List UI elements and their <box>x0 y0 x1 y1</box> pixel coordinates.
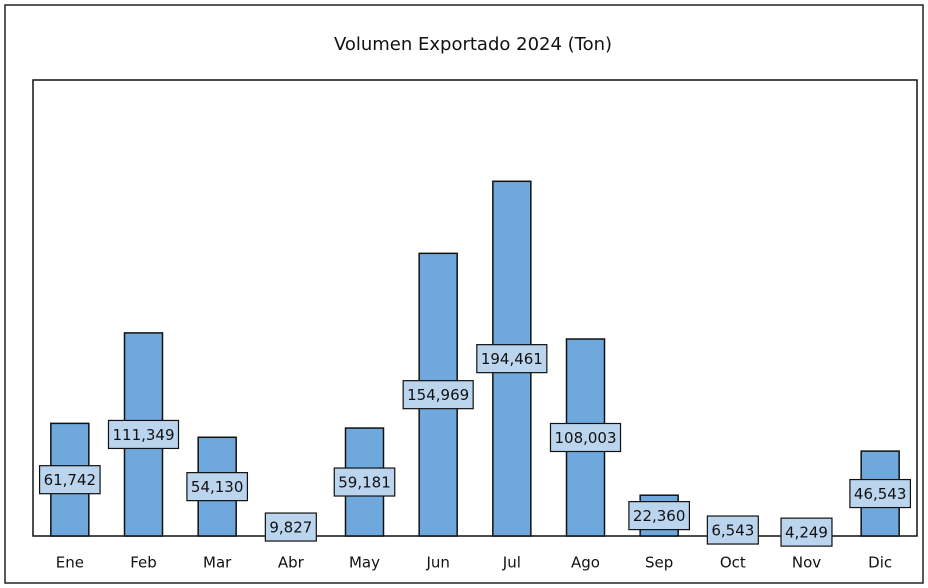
data-label: 4,249 <box>785 524 828 542</box>
data-label-box <box>476 344 548 374</box>
data-label: 46,543 <box>854 485 907 503</box>
data-label: 59,181 <box>338 474 391 492</box>
x-tick-label: Ene <box>56 554 84 572</box>
data-label-box <box>333 467 396 497</box>
x-tick-label: Oct <box>720 554 746 572</box>
plot-area <box>32 79 918 537</box>
data-label-box <box>549 422 622 453</box>
data-label-box <box>107 419 180 450</box>
x-tick-label: Abr <box>278 554 305 572</box>
data-label-box <box>849 478 912 509</box>
x-tick-label: Jul <box>502 554 521 572</box>
data-label-box <box>264 512 317 542</box>
data-label: 108,003 <box>554 429 616 447</box>
data-label-box <box>780 517 833 547</box>
data-label-box <box>38 465 101 495</box>
data-label: 61,742 <box>44 471 97 489</box>
data-label: 54,130 <box>191 478 244 496</box>
x-tick-label: May <box>349 554 380 572</box>
data-label: 194,461 <box>481 350 543 368</box>
x-tick-label: Feb <box>130 554 157 572</box>
data-label-box <box>186 472 249 502</box>
data-label-box <box>706 515 759 545</box>
x-tick-label: Jun <box>425 554 449 572</box>
data-label-box <box>628 501 691 531</box>
x-tick-label: Dic <box>868 554 892 572</box>
x-tick-label: Nov <box>792 554 821 572</box>
data-label: 22,360 <box>633 507 686 525</box>
x-tick-label: Ago <box>571 554 600 572</box>
data-label: 6,543 <box>711 522 754 540</box>
chart-title: Volumen Exportado 2024 (Ton) <box>334 34 612 55</box>
data-label: 9,827 <box>269 519 312 537</box>
data-label: 111,349 <box>112 426 174 444</box>
x-tick-label: Mar <box>203 554 232 572</box>
x-tick-label: Sep <box>645 554 673 572</box>
data-label: 154,969 <box>407 386 469 404</box>
data-label-box <box>402 380 474 410</box>
